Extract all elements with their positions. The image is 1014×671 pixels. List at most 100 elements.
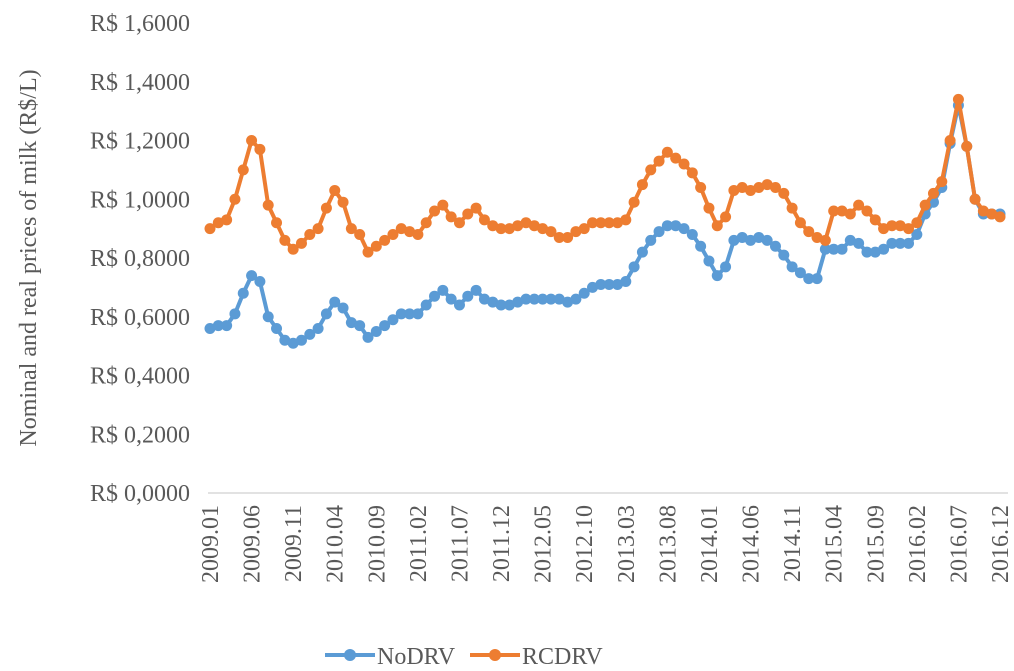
data-point (337, 302, 349, 314)
data-point (553, 293, 565, 305)
data-point (412, 229, 424, 240)
data-point (570, 226, 582, 238)
data-point (844, 234, 856, 246)
data-point (927, 187, 939, 199)
data-point (903, 223, 915, 235)
data-point (628, 196, 640, 208)
data-point (794, 217, 806, 229)
data-point (362, 246, 374, 258)
data-point (636, 179, 648, 191)
y-tick-label: R$ 1,0000 (90, 187, 190, 213)
data-point (661, 220, 673, 232)
data-point (595, 278, 607, 290)
data-point (736, 231, 748, 243)
data-point (753, 231, 765, 243)
data-point (661, 146, 673, 158)
legend-label: RCDRV (522, 644, 603, 670)
x-tick-label: 2011.12 (489, 505, 515, 582)
data-point (670, 220, 682, 232)
data-point (304, 328, 316, 340)
data-point (337, 196, 349, 208)
legend-marker (344, 649, 356, 661)
data-point (811, 231, 823, 243)
data-point (711, 220, 723, 232)
data-point (903, 237, 915, 249)
data-point (312, 223, 324, 235)
data-point (287, 337, 299, 349)
x-tick-label: 2010.09 (364, 505, 390, 583)
data-point (229, 308, 241, 320)
data-point (653, 226, 665, 238)
data-point (420, 299, 432, 311)
data-point (919, 199, 931, 211)
data-point (562, 296, 574, 308)
data-point (379, 320, 391, 332)
data-point (695, 182, 707, 193)
data-point (695, 240, 707, 252)
data-point (271, 323, 283, 334)
data-point (246, 270, 258, 282)
data-point (503, 299, 515, 311)
data-point (828, 243, 840, 255)
data-point (686, 229, 698, 240)
y-axis-title: Nominal and real prices of milk (R$/L) (16, 69, 42, 446)
y-tick-label: R$ 0,8000 (90, 246, 190, 272)
data-point (387, 314, 399, 326)
data-point (487, 296, 499, 308)
data-point (728, 234, 740, 246)
data-point (853, 237, 865, 249)
data-point (803, 273, 815, 285)
data-point (212, 320, 224, 332)
x-tick-label: 2012.10 (572, 505, 598, 583)
data-point (794, 267, 806, 279)
data-point (445, 211, 457, 223)
y-tick-label: R$ 0,0000 (90, 481, 190, 507)
data-point (778, 249, 790, 261)
x-tick-label: 2016.07 (946, 505, 972, 583)
data-point (853, 199, 865, 211)
x-tick-label: 2012.05 (531, 505, 557, 583)
data-point (711, 270, 723, 282)
data-point (736, 182, 748, 193)
data-point (745, 234, 757, 246)
data-point (395, 223, 407, 235)
data-point (487, 220, 499, 232)
data-point (578, 287, 590, 299)
data-point (628, 261, 640, 273)
y-tick-label: R$ 0,2000 (90, 422, 190, 448)
x-tick-label: 2009.11 (281, 505, 307, 582)
data-point (478, 214, 490, 226)
data-point (844, 208, 856, 220)
data-point (246, 135, 258, 146)
data-point (636, 246, 648, 258)
data-point (320, 308, 332, 320)
data-point (645, 164, 657, 176)
data-point (878, 243, 890, 255)
data-point (611, 278, 623, 290)
data-point (287, 243, 299, 255)
data-point (462, 208, 474, 220)
data-point (769, 240, 781, 252)
x-tick-label: 2013.03 (614, 505, 640, 583)
data-point (237, 287, 249, 299)
data-point (911, 229, 923, 240)
data-point (429, 290, 441, 302)
data-point (354, 229, 366, 240)
legend-marker (489, 649, 501, 661)
data-point (645, 234, 657, 246)
data-point (861, 246, 873, 258)
data-point (445, 293, 457, 305)
data-point (944, 135, 956, 146)
x-tick-label: 2014.01 (697, 505, 723, 583)
data-point (262, 311, 274, 323)
data-point (620, 276, 632, 287)
data-point (495, 299, 507, 311)
data-point (470, 202, 482, 214)
data-point (961, 140, 973, 152)
x-tick-label: 2013.08 (655, 505, 681, 583)
data-point (869, 214, 881, 226)
data-point (329, 184, 341, 196)
data-point (653, 155, 665, 167)
data-point (670, 152, 682, 164)
data-point (279, 334, 291, 346)
